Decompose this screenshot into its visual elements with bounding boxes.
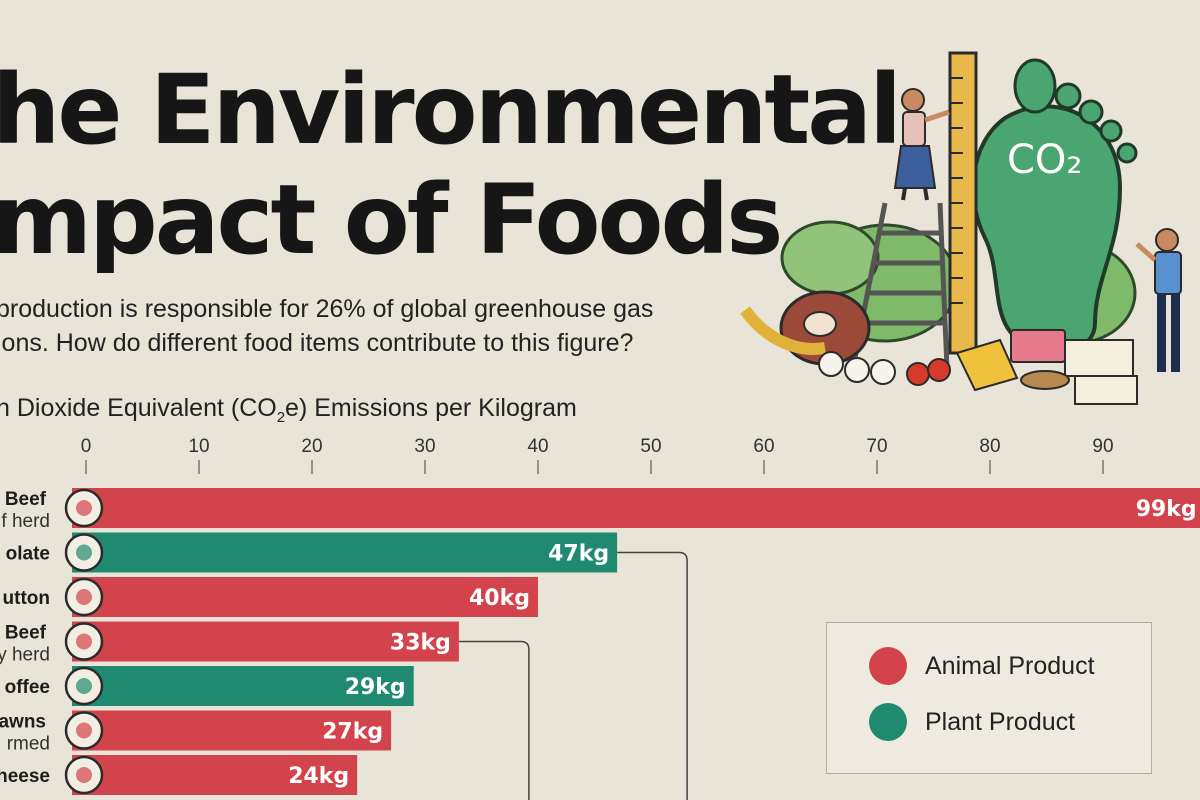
toe-shape [1078, 99, 1104, 125]
bar-value-label: 99kg [1136, 497, 1197, 522]
x-tick-label: 30 [414, 436, 435, 457]
egg-icon [844, 357, 870, 383]
bar-plant [72, 532, 618, 573]
steak-icon-glyph [76, 633, 92, 650]
coffee-cup-icon-glyph [76, 678, 92, 694]
toe-shape [1099, 119, 1123, 143]
toe-shape [1013, 58, 1057, 114]
ruler-ticks [950, 77, 963, 304]
legend-swatch-plant [869, 703, 907, 741]
ham-icon [1010, 329, 1066, 363]
toe-shape [1116, 142, 1138, 164]
x-tick-label: 10 [188, 436, 209, 457]
tomato-icon [906, 362, 930, 386]
tofu-icon [1064, 339, 1134, 377]
legend-label-animal: Animal Product [925, 651, 1095, 680]
x-tick-label: 90 [1092, 436, 1113, 457]
legend-item-animal: Animal Product [869, 647, 1095, 685]
bar-animal [72, 710, 392, 751]
legend: Animal Product Plant Product [826, 622, 1152, 774]
legend-label-plant: Plant Product [925, 707, 1076, 736]
nuts-icon [1020, 370, 1070, 390]
x-tick-label: 40 [527, 436, 548, 457]
category-label: heese [0, 766, 50, 787]
co2-badge-text: CO₂ [1007, 137, 1082, 183]
category-sublabel: rmed [7, 734, 50, 755]
category-sublabel: f herd [1, 511, 50, 532]
category-label: offee [5, 677, 50, 698]
carbon-footprint-illustration: CO₂ [740, 51, 1182, 405]
x-tick-label: 50 [640, 436, 661, 457]
x-tick-label: 20 [301, 436, 322, 457]
category-label: utton [3, 588, 50, 609]
legend-item-plant: Plant Product [869, 703, 1075, 741]
category-label: olate [6, 544, 50, 565]
x-tick-label: 80 [979, 436, 1000, 457]
chart-title-line-2: mpact of Foods [0, 164, 783, 276]
bar-value-label: 24kg [288, 764, 349, 789]
tofu-icon [1074, 375, 1138, 405]
connector-line [458, 640, 530, 800]
x-tick-label: 60 [753, 436, 774, 457]
cheese-icon-glyph [76, 767, 92, 783]
chocolate-icon-glyph [76, 544, 92, 561]
bar-value-label: 47kg [548, 542, 609, 567]
meat-bone-icon [803, 311, 837, 337]
bar-animal [72, 755, 358, 795]
bar-animal [72, 621, 459, 662]
bar-animal [72, 577, 538, 617]
bar-value-label: 33kg [390, 631, 451, 656]
toe-shape [1054, 82, 1082, 110]
connector-line [617, 551, 688, 800]
category-label: awns [0, 712, 46, 733]
category-label: Beef [5, 489, 47, 510]
person-standing-icon [1135, 228, 1182, 372]
tomato-icon [927, 358, 951, 382]
chart-title-line-1: he Environmental [0, 54, 902, 166]
chart-subtitle: production is responsible for 26% of glo… [0, 295, 654, 357]
category-sublabel: y herd [0, 645, 50, 666]
x-tick-label: 0 [81, 436, 92, 457]
cheese-icon [955, 338, 1019, 392]
bar-plant [72, 666, 414, 706]
legend-swatch-animal [869, 647, 907, 685]
steak-icon-glyph [76, 500, 92, 516]
bar-animal [72, 488, 1200, 528]
person-measuring-icon [893, 88, 950, 201]
bar-value-label: 27kg [322, 720, 383, 745]
egg-icon [818, 351, 844, 377]
bar-value-label: 29kg [345, 675, 406, 700]
leaf-shape [780, 220, 880, 296]
egg-icon [870, 359, 896, 385]
drumstick-icon-glyph [76, 589, 92, 605]
banana-icon [740, 306, 826, 355]
category-label: Beef [5, 623, 47, 644]
bar-value-label: 40kg [469, 586, 530, 611]
prawn-icon-glyph [76, 722, 92, 739]
x-tick-label: 70 [866, 436, 887, 457]
x-axis-title: n Dioxide Equivalent (CO2e) Emissions pe… [0, 394, 577, 426]
